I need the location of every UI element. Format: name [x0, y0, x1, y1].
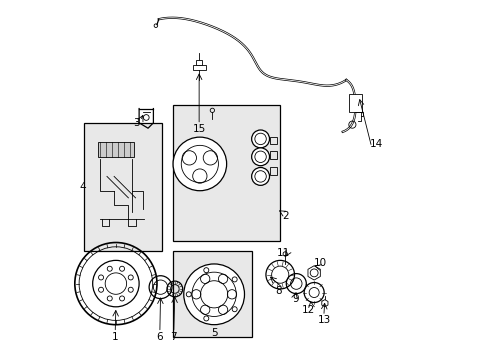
- Circle shape: [203, 268, 208, 273]
- Circle shape: [186, 292, 191, 297]
- Text: 4: 4: [80, 182, 86, 192]
- Bar: [98, 143, 134, 157]
- Circle shape: [99, 287, 103, 292]
- Bar: [270, 137, 276, 144]
- Circle shape: [107, 296, 112, 301]
- Text: 11: 11: [276, 248, 289, 258]
- Text: 12: 12: [302, 305, 315, 315]
- Text: 6: 6: [156, 332, 163, 342]
- Circle shape: [183, 264, 244, 325]
- Text: 10: 10: [313, 258, 326, 268]
- Text: 5: 5: [210, 328, 217, 338]
- Text: 1: 1: [112, 332, 118, 342]
- Bar: [270, 152, 276, 158]
- Text: 15: 15: [192, 124, 205, 134]
- Bar: [173, 251, 251, 337]
- Bar: [348, 94, 361, 112]
- Circle shape: [251, 167, 269, 185]
- Circle shape: [232, 307, 237, 312]
- Text: 9: 9: [292, 294, 298, 303]
- Circle shape: [173, 137, 226, 191]
- Circle shape: [128, 275, 133, 280]
- Circle shape: [119, 266, 124, 271]
- Bar: [173, 105, 280, 241]
- Text: 13: 13: [317, 315, 330, 325]
- Circle shape: [203, 316, 208, 321]
- Circle shape: [251, 130, 269, 148]
- Bar: [83, 123, 162, 251]
- Circle shape: [251, 148, 269, 166]
- Polygon shape: [307, 266, 320, 280]
- Polygon shape: [321, 300, 327, 307]
- Bar: [192, 64, 205, 70]
- Text: 3: 3: [133, 118, 139, 128]
- Text: 8: 8: [275, 286, 282, 296]
- Circle shape: [99, 275, 103, 280]
- Circle shape: [128, 287, 133, 292]
- Circle shape: [93, 260, 139, 307]
- Circle shape: [107, 266, 112, 271]
- Bar: [196, 60, 202, 64]
- Circle shape: [232, 277, 237, 282]
- Text: 7: 7: [170, 332, 177, 342]
- Circle shape: [119, 296, 124, 301]
- Bar: [270, 167, 276, 175]
- Text: 2: 2: [282, 211, 289, 221]
- Text: 14: 14: [368, 139, 382, 149]
